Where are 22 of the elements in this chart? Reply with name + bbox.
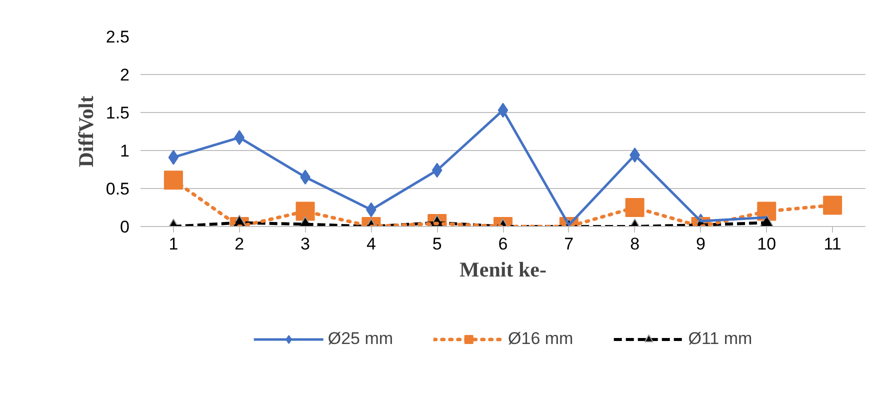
x-tick-label: 4 [366, 234, 376, 254]
x-tick-label: 11 [824, 234, 842, 254]
legend-label: Ø25 mm [328, 329, 394, 349]
x-tick-label: 2 [234, 234, 244, 254]
x-tick-label: 6 [498, 234, 508, 254]
legend-label: Ø11 mm [688, 329, 752, 349]
x-tick-label: 3 [300, 234, 310, 254]
x-tick-label: 9 [696, 234, 706, 254]
y-tick-label: 0.5 [106, 180, 130, 198]
x-tick-label: 7 [564, 234, 574, 254]
x-tick-label: 8 [630, 234, 640, 254]
x-axis-title: Menit ke- [460, 258, 546, 282]
y-tick-label: 2.5 [106, 28, 130, 46]
y-tick-label: 2 [120, 66, 130, 84]
y-axis-title: DiffVolt [74, 96, 98, 168]
x-tick-label: 5 [432, 234, 442, 254]
x-tick-label: 1 [168, 234, 178, 254]
x-tick-label: 10 [757, 234, 776, 254]
legend-label: Ø16 mm [508, 329, 574, 349]
y-tick-label: 1 [120, 142, 130, 160]
y-tick-label: 1.5 [106, 104, 130, 122]
y-tick-label: 0 [120, 218, 130, 236]
